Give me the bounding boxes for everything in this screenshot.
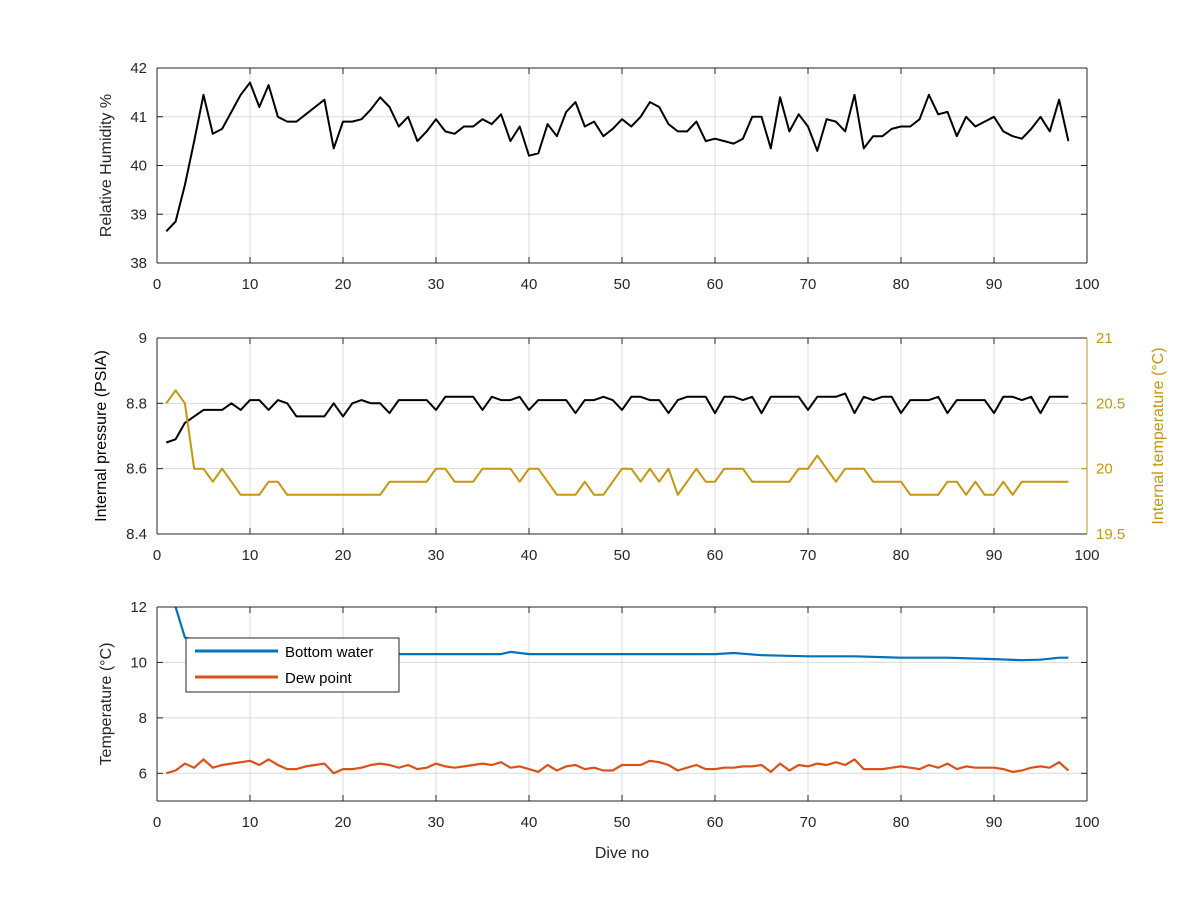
x-tick-label: 20 [335, 814, 352, 831]
legend-box [185, 637, 400, 693]
y-tick-label: 12 [130, 599, 147, 616]
series-line-internal-temperature [165, 389, 1069, 496]
y-right-tick-label: 21 [1096, 330, 1113, 347]
x-tick-label: 10 [242, 276, 259, 293]
legend-label: Bottom water [285, 644, 373, 661]
x-tick-label: 80 [893, 276, 910, 293]
x-axis-label: Dive no [595, 845, 649, 862]
y-axis-label: Temperature (°C) [98, 643, 115, 766]
y-right-tick-label: 20 [1096, 461, 1113, 478]
chart-panel-1: 0 10 20 30 40 50 60 70 80 90 100 38 39 40 41 42 Relative… [98, 60, 1100, 293]
x-tick-label: 30 [428, 814, 445, 831]
x-tick-label: 90 [986, 547, 1003, 564]
y-axis-label: Relative Humidity % [98, 94, 115, 237]
x-tick-label: 60 [707, 814, 724, 831]
x-tick-label: 20 [335, 276, 352, 293]
y-tick-label: 9 [139, 330, 147, 347]
chart-panel-3: 0 10 20 30 40 50 60 70 80 90 100 6 8 10 12 Temperature … [98, 599, 1100, 862]
x-tick-label: 20 [335, 547, 352, 564]
series-line-primary [165, 81, 1070, 232]
series-line-dew-point [165, 758, 1070, 775]
x-tick-label: 30 [428, 276, 445, 293]
x-tick-label: 40 [521, 276, 538, 293]
x-tick-label: 50 [614, 547, 631, 564]
y-tick-label: 39 [130, 206, 147, 223]
y-tick-label: 38 [130, 255, 147, 272]
x-tick-label: 100 [1074, 547, 1099, 564]
chart-panel-2: 0 10 20 30 40 50 60 70 80 90 100 8.4 8.6 8.8 9 19.5 20 20… [93, 330, 1167, 564]
y-tick-label: 8.4 [126, 526, 147, 543]
y-tick-label: 10 [130, 654, 147, 671]
x-tick-label: 70 [800, 814, 817, 831]
x-tick-label: 60 [707, 276, 724, 293]
x-tick-label: 10 [242, 814, 259, 831]
y-tick-label: 40 [130, 158, 147, 175]
legend-label: Dew point [285, 670, 353, 687]
x-tick-label: 60 [707, 547, 724, 564]
x-tick-label: 90 [986, 814, 1003, 831]
y-tick-label: 8 [139, 710, 147, 727]
y-right-tick-label: 19.5 [1096, 526, 1125, 543]
x-tick-label: 100 [1074, 276, 1099, 293]
y-axis-label: Internal pressure (PSIA) [93, 350, 110, 522]
x-tick-label: 80 [893, 814, 910, 831]
x-tick-label: 50 [614, 276, 631, 293]
x-tick-label: 40 [521, 814, 538, 831]
x-tick-label: 0 [153, 814, 161, 831]
x-tick-label: 0 [153, 547, 161, 564]
x-tick-label: 10 [242, 547, 259, 564]
x-tick-label: 0 [153, 276, 161, 293]
x-tick-label: 30 [428, 547, 445, 564]
x-tick-label: 100 [1074, 814, 1099, 831]
legend: Bottom water Dew point [185, 637, 400, 693]
x-tick-label: 80 [893, 547, 910, 564]
series-line-primary [165, 392, 1069, 444]
y-tick-label: 8.6 [126, 461, 147, 478]
y-tick-label: 42 [130, 60, 147, 77]
x-tick-label: 40 [521, 547, 538, 564]
x-tick-label: 90 [986, 276, 1003, 293]
x-tick-label: 70 [800, 547, 817, 564]
x-tick-label: 50 [614, 814, 631, 831]
y-tick-label: 6 [139, 765, 147, 782]
x-tick-label: 70 [800, 276, 817, 293]
y-right-axis-label: Internal temperature (°C) [1150, 347, 1167, 524]
y-right-tick-label: 20.5 [1096, 395, 1125, 412]
y-tick-label: 8.8 [126, 395, 147, 412]
y-tick-label: 41 [130, 109, 147, 126]
